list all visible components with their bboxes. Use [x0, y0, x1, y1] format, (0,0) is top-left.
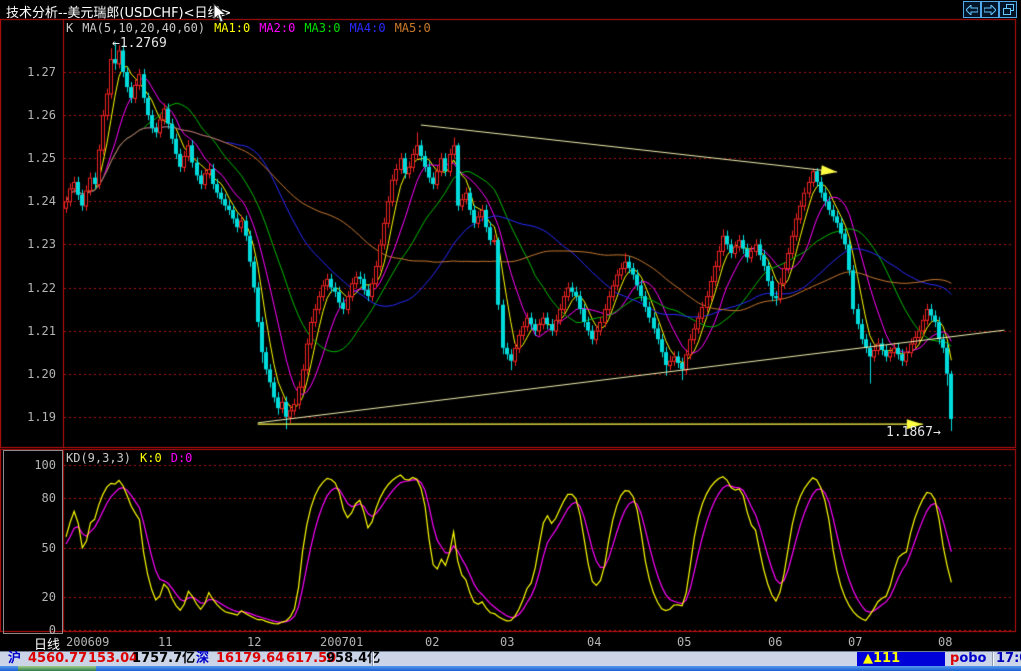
date-axis-label: 12	[247, 635, 262, 649]
brand-logo-rest: obo	[959, 651, 987, 666]
price-axis-label: 1.27	[27, 65, 56, 79]
price-axis-label: 1.25	[27, 151, 56, 166]
status-separator-2	[992, 652, 994, 666]
price-axis-label: 1.24	[27, 194, 56, 209]
kd-legend-item: K:0	[140, 451, 162, 465]
sh-index-value: 4560.77	[28, 651, 88, 666]
sh-turnover: 1757.7亿	[132, 651, 196, 666]
price-axis-label: 1.22	[27, 280, 56, 295]
date-axis-label: 02	[425, 635, 440, 649]
kd-legend: KD(9,3,3) K:0 D:0	[66, 451, 192, 465]
date-axis-label: 11	[158, 635, 173, 649]
brand-logo: pobo	[950, 652, 986, 666]
price-axis-label: 1.20	[27, 366, 56, 381]
right-arrow-icon	[984, 4, 996, 15]
status-separator	[372, 652, 374, 666]
date-axis-label: 06	[768, 635, 783, 649]
price-axis-label: 1.23	[27, 237, 56, 252]
nav-back-button[interactable]	[963, 1, 981, 18]
kd-axis-label: 100	[34, 458, 56, 472]
sh-market-label: 沪	[8, 651, 22, 666]
legend-item: MA1:0	[214, 21, 251, 35]
brand-logo-first: p	[950, 651, 960, 666]
mouse-cursor	[213, 3, 227, 23]
legend-item: MA(5,10,20,40,60)	[82, 21, 206, 35]
sz-change-value: 617.50	[286, 651, 337, 666]
sz-turnover: 958.4亿	[326, 651, 381, 666]
cascade-windows-icon	[1002, 4, 1014, 15]
date-axis-label: 07	[848, 635, 863, 649]
advance-badge: ▲111	[857, 652, 945, 666]
sz-index-value: 16179.64	[216, 651, 285, 666]
peak-annotation: ←1.2769	[112, 36, 167, 51]
status-bar: 沪 4560.77 153.04 1757.7亿 深 16179.64 617.…	[0, 651, 1021, 666]
kd-axis-label: 20	[41, 590, 56, 604]
sz-market-label: 深	[196, 651, 210, 666]
legend-item: MA4:0	[349, 21, 386, 35]
cascade-windows-button[interactable]	[999, 1, 1017, 18]
date-axis-label: 05	[677, 635, 692, 649]
date-axis-label: 03	[500, 635, 515, 649]
kd-axis-label: 80	[41, 491, 56, 505]
kd-axis-label: 50	[41, 540, 56, 555]
legend-item: MA3:0	[304, 21, 341, 35]
kd-axis-label: 0	[48, 623, 56, 637]
kd-legend-item: D:0	[170, 451, 193, 465]
date-axis-label: 200701	[320, 635, 364, 649]
clock: 17:03	[996, 651, 1021, 666]
taskbar-strip-accent	[18, 666, 96, 671]
date-axis-label: 04	[587, 635, 602, 649]
price-axis-label: 1.26	[27, 108, 56, 123]
legend-item: MA5:0	[394, 21, 431, 35]
price-axis-label: 1.19	[27, 409, 56, 424]
chart-legend: K MA(5,10,20,40,60) MA1:0 MA2:0 MA3:0 MA4:0 MA…	[66, 21, 431, 35]
date-axis-label: 08	[938, 635, 953, 649]
sh-change-value: 153.04	[88, 651, 139, 666]
price-axis-label: 1.21	[27, 323, 56, 338]
window-titlebar: 技术分析--美元瑞郎(USDCHF)<日线>	[0, 0, 1021, 21]
date-axis-label: 200609	[66, 635, 110, 649]
window-title: 技术分析--美元瑞郎(USDCHF)<日线>	[6, 6, 232, 21]
legend-item: MA2:0	[259, 21, 296, 35]
nav-forward-button[interactable]	[981, 1, 999, 18]
kd-legend-item: KD(9,3,3)	[66, 451, 132, 465]
kd-axis-box	[3, 450, 63, 634]
period-label: 日线	[34, 638, 61, 653]
legend-item: K	[66, 21, 74, 35]
left-arrow-icon	[966, 4, 978, 15]
taskbar-strip	[0, 666, 1021, 671]
trough-annotation: 1.1867→	[886, 425, 941, 440]
